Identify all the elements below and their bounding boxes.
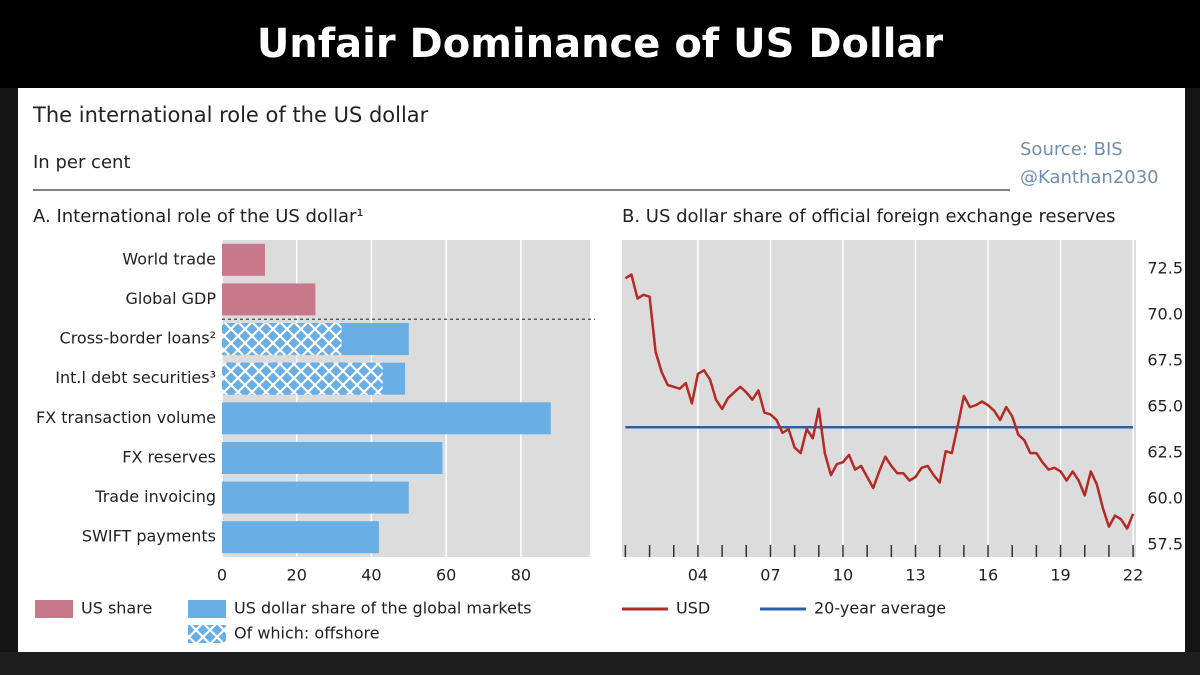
y-tick-label: 70.0 [1147, 305, 1183, 324]
bar [222, 362, 383, 395]
x-tick-label: 19 [1050, 566, 1070, 585]
bar [222, 243, 265, 276]
y-tick-label: 57.5 [1147, 535, 1183, 554]
category-label: Cross-border loans² [60, 329, 216, 348]
legend-swatch [188, 625, 226, 643]
source: Source: BIS [1020, 139, 1123, 160]
legend-swatch [188, 600, 226, 618]
figure-unit: In per cent [33, 152, 131, 173]
chart-b-title: B. US dollar share of official foreign e… [622, 206, 1116, 227]
x-tick-label: 60 [436, 566, 456, 585]
bar [222, 323, 342, 356]
category-label: Int.l debt securities³ [55, 368, 216, 387]
figure-title: The international role of the US dollar [32, 103, 429, 127]
x-tick-label: 13 [905, 566, 925, 585]
x-tick-label: 22 [1123, 566, 1143, 585]
credit: @Kanthan2030 [1020, 167, 1159, 188]
x-tick-label: 0 [217, 566, 227, 585]
legend-label: 20-year average [814, 599, 946, 618]
chart-a-title: A. International role of the US dollar¹ [33, 206, 364, 227]
legend-swatch [35, 600, 73, 618]
category-label: FX transaction volume [36, 408, 216, 427]
bar [222, 283, 316, 316]
category-label: World trade [122, 249, 216, 268]
legend-label: US share [81, 599, 152, 618]
x-tick-label: 16 [978, 566, 998, 585]
y-tick-label: 72.5 [1147, 259, 1183, 278]
x-tick-label: 80 [511, 566, 531, 585]
category-label: FX reserves [122, 447, 216, 466]
banner [0, 0, 1200, 88]
bar [222, 521, 379, 554]
x-tick-label: 07 [760, 566, 780, 585]
legend-label: Of which: offshore [234, 624, 380, 643]
legend-label: USD [676, 599, 710, 618]
y-tick-label: 60.0 [1147, 489, 1183, 508]
x-tick-label: 40 [361, 566, 381, 585]
legend-label: US dollar share of the global markets [234, 599, 532, 618]
banner-title: Unfair Dominance of US Dollar [257, 21, 944, 67]
bar [222, 402, 551, 435]
y-tick-label: 65.0 [1147, 397, 1183, 416]
bar [222, 481, 409, 514]
bar [222, 441, 443, 474]
bottom-strip [0, 652, 1200, 675]
x-tick-label: 04 [688, 566, 708, 585]
category-label: Global GDP [126, 289, 217, 308]
plot-background [622, 240, 1136, 557]
x-tick-label: 20 [287, 566, 307, 585]
y-tick-label: 67.5 [1147, 351, 1183, 370]
y-tick-label: 62.5 [1147, 443, 1183, 462]
line-series [624, 273, 1135, 530]
category-label: SWIFT payments [82, 527, 216, 546]
category-label: Trade invoicing [94, 487, 216, 506]
x-tick-label: 10 [833, 566, 853, 585]
